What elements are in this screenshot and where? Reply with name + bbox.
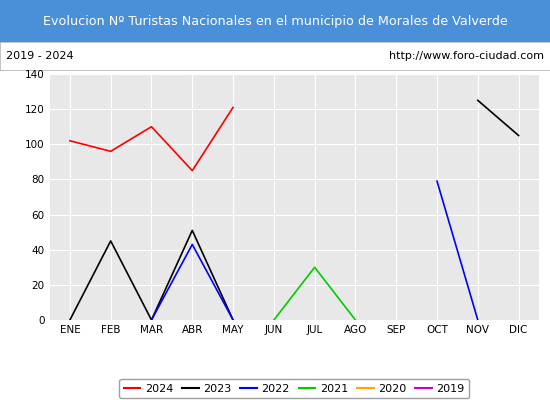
Text: Evolucion Nº Turistas Nacionales en el municipio de Morales de Valverde: Evolucion Nº Turistas Nacionales en el m… bbox=[43, 14, 507, 28]
Legend: 2024, 2023, 2022, 2021, 2020, 2019: 2024, 2023, 2022, 2021, 2020, 2019 bbox=[119, 379, 469, 398]
Text: http://www.foro-ciudad.com: http://www.foro-ciudad.com bbox=[389, 51, 544, 61]
Text: 2019 - 2024: 2019 - 2024 bbox=[6, 51, 73, 61]
